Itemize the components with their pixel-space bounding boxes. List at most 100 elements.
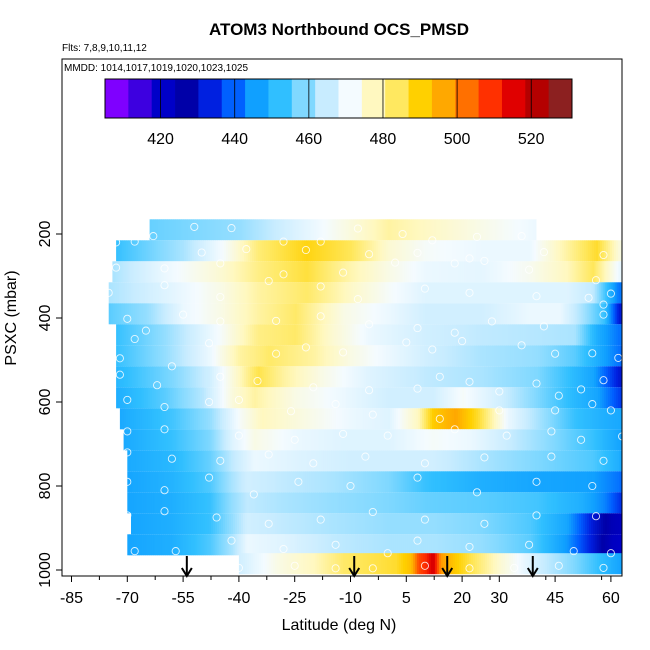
heatmap-cell (354, 553, 358, 575)
heatmap-cell (393, 534, 396, 556)
heatmap-cell (618, 282, 622, 304)
heatmap-cell (362, 387, 365, 409)
heatmap-cell (506, 366, 509, 388)
heatmap-cell (453, 534, 456, 556)
heatmap-cell (228, 261, 231, 283)
heatmap-cell (570, 553, 574, 575)
heatmap-cell (349, 492, 352, 514)
heatmap-cell (290, 345, 293, 367)
heatmap-cell (208, 261, 211, 283)
heatmap-cell (144, 387, 147, 409)
heatmap-cell (386, 366, 389, 388)
heatmap-cell (475, 450, 478, 472)
heatmap-cell (445, 513, 448, 535)
heatmap-cell (440, 282, 444, 304)
heatmap-cell (606, 240, 609, 262)
heatmap-layer (123, 429, 622, 451)
heatmap-cell (340, 240, 343, 262)
heatmap-cell (384, 366, 387, 388)
heatmap-cell (536, 345, 539, 367)
heatmap-cell (262, 366, 265, 388)
heatmap-cell (434, 324, 437, 346)
heatmap-cell (586, 366, 589, 388)
heatmap-cell (309, 492, 312, 514)
heatmap-cell (118, 303, 122, 325)
heatmap-cell (588, 366, 591, 388)
heatmap-cell (425, 429, 428, 451)
heatmap-cell (361, 450, 364, 472)
heatmap-cell (627, 513, 629, 534)
heatmap-cell (144, 261, 147, 283)
heatmap-cell (419, 408, 423, 430)
heatmap-cell (436, 240, 439, 262)
heatmap-cell (357, 450, 360, 472)
observation-point (112, 238, 121, 247)
heatmap-cell (456, 261, 459, 283)
heatmap-cell (585, 492, 588, 514)
heatmap-cell (209, 513, 212, 535)
heatmap-cell (539, 450, 542, 472)
heatmap-cell (553, 492, 556, 514)
heatmap-cell (244, 345, 247, 367)
heatmap-cell (377, 513, 380, 535)
colorbar-cell (105, 79, 129, 118)
heatmap-cell (245, 429, 248, 451)
heatmap-cell (340, 282, 344, 304)
heatmap-cell (472, 366, 475, 388)
heatmap-cell (405, 408, 409, 430)
heatmap-cell (434, 366, 437, 388)
heatmap-cell (152, 345, 155, 367)
heatmap-cell (251, 450, 254, 472)
heatmap-cell (178, 240, 181, 262)
heatmap-cell (265, 471, 268, 493)
heatmap-cell (632, 408, 634, 429)
heatmap-cell (534, 240, 537, 262)
observation-point (435, 372, 444, 381)
heatmap-cell (590, 366, 593, 388)
heatmap-cell (559, 471, 562, 493)
heatmap-cell (518, 324, 521, 346)
heatmap-cell (464, 261, 467, 283)
heatmap-cell (108, 282, 112, 304)
heatmap-cell (510, 282, 514, 304)
heatmap-cell (330, 387, 333, 409)
heatmap-cell (530, 240, 533, 262)
heatmap-cell (319, 471, 322, 493)
heatmap-cell (360, 303, 364, 325)
heatmap-cell (200, 366, 203, 388)
heatmap-cell (181, 450, 184, 472)
heatmap-cell (252, 324, 255, 346)
heatmap-cell (422, 553, 426, 575)
heatmap-cell (355, 450, 358, 472)
heatmap-cell (561, 429, 564, 451)
heatmap-cell (153, 450, 156, 472)
heatmap-cell (529, 429, 532, 451)
heatmap-cell (617, 534, 620, 556)
heatmap-cell (637, 492, 639, 513)
heatmap-cell (486, 366, 489, 388)
heatmap-cell (388, 282, 392, 304)
heatmap-cell (257, 513, 260, 535)
heatmap-cell (217, 408, 221, 430)
heatmap-cell (383, 408, 387, 430)
heatmap-cell (294, 303, 298, 325)
heatmap-cell (122, 345, 125, 367)
heatmap-cell (184, 387, 187, 409)
heatmap-cell (208, 282, 212, 304)
heatmap-cell (266, 345, 269, 367)
heatmap-cell (388, 240, 391, 262)
heatmap-cell (248, 553, 252, 575)
heatmap-cell (520, 261, 523, 283)
heatmap-cell (625, 534, 627, 555)
heatmap-cell (490, 387, 493, 409)
heatmap-cell (145, 471, 148, 493)
heatmap-cell (562, 345, 565, 367)
heatmap-cell (173, 534, 176, 556)
heatmap-cell (150, 387, 153, 409)
heatmap-cell (608, 345, 611, 367)
heatmap-cell (160, 387, 163, 409)
heatmap-cell (256, 240, 259, 262)
heatmap-cell (491, 450, 494, 472)
heatmap-cell (190, 282, 194, 304)
heatmap-cell (624, 261, 626, 282)
